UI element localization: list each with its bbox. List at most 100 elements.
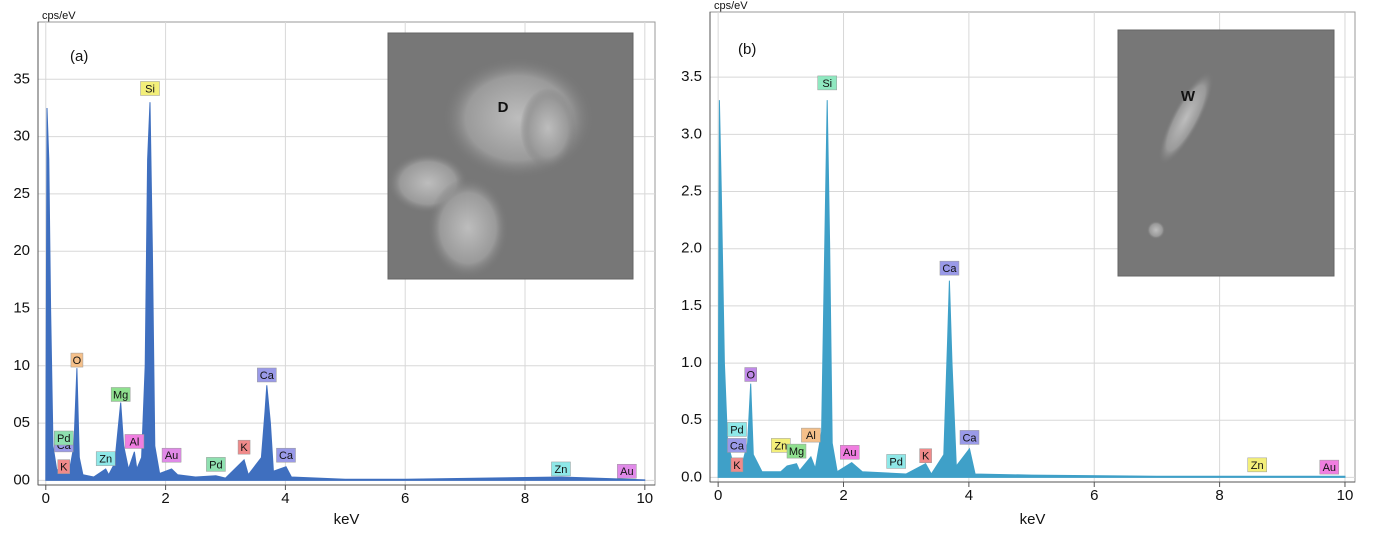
x-tick-label: 2 — [161, 490, 169, 507]
y-tick-label: 00 — [13, 471, 30, 488]
peak-label-box — [276, 447, 296, 463]
y-tick-label: 3.5 — [681, 68, 702, 85]
y-tick-label: 05 — [13, 414, 30, 431]
peak-label: Au — [843, 447, 856, 459]
peak-label: Al — [130, 436, 140, 448]
peak-label-box — [95, 451, 116, 466]
y-tick-label: 25 — [13, 185, 30, 202]
inset-label: W — [1181, 88, 1196, 105]
x-tick-label: 4 — [965, 487, 973, 504]
y-tick-label: 2.5 — [681, 183, 702, 200]
x-tick-label: 10 — [1337, 487, 1354, 504]
y-tick-label: 3.0 — [681, 125, 702, 142]
peak-label: Zn — [99, 454, 112, 466]
x-axis-label: keV — [334, 511, 360, 528]
x-tick-label: 0 — [714, 487, 722, 504]
inset-particle — [428, 178, 508, 278]
spectrum-area — [45, 102, 646, 481]
x-tick-label: 2 — [839, 487, 847, 504]
x-tick-label: 4 — [281, 490, 289, 507]
y-tick-label: 2.0 — [681, 240, 702, 257]
peak-label: Ca — [730, 440, 745, 452]
peak-label-box — [727, 422, 747, 437]
x-axis-label: keV — [1020, 511, 1046, 528]
peak-label-box — [237, 439, 251, 455]
peak-label-box — [206, 457, 226, 472]
inset-label: D — [498, 99, 509, 116]
peak-label-box — [744, 367, 757, 382]
inset-particle — [1158, 71, 1214, 165]
peak-label-box — [919, 448, 932, 463]
peak-label: Ca — [260, 370, 275, 382]
y-tick-label: 15 — [13, 299, 30, 316]
peak-label-box — [817, 75, 837, 91]
peak-label-box — [54, 430, 74, 446]
y-tick-label: 20 — [13, 242, 30, 259]
peak-label: Zn — [555, 464, 568, 476]
peak-label-box — [840, 445, 860, 460]
inset-image — [1117, 29, 1335, 277]
peak-label: K — [240, 442, 248, 454]
peak-label: Au — [165, 450, 178, 462]
peak-label-box — [939, 260, 960, 276]
inset-particle — [520, 88, 576, 168]
peak-label-box — [57, 459, 71, 474]
peak-label-box — [886, 454, 906, 469]
peak-label: Pd — [889, 456, 902, 468]
peak-label-box — [727, 438, 747, 453]
y-tick-label: 35 — [13, 70, 30, 87]
peak-label-box — [140, 81, 160, 96]
y-tick-label: 0.5 — [681, 411, 702, 428]
y-axis-label: cps/eV — [714, 0, 748, 12]
peak-label-box — [617, 463, 637, 479]
peak-label-box — [161, 447, 182, 463]
peak-label-box — [730, 457, 744, 473]
peak-label: Ca — [962, 432, 977, 444]
y-tick-label: 30 — [13, 128, 30, 145]
peak-label: Zn — [1251, 460, 1264, 472]
peak-label: K — [60, 462, 68, 474]
peak-label: O — [73, 355, 82, 367]
x-tick-label: 6 — [401, 490, 409, 507]
peak-label-box — [70, 352, 84, 368]
peak-label: Pd — [730, 424, 743, 436]
y-tick-label: 1.5 — [681, 297, 702, 314]
peak-label: Mg — [789, 446, 804, 458]
peak-label-box — [801, 427, 821, 443]
peak-label: K — [733, 460, 741, 472]
peak-label: Mg — [113, 389, 128, 401]
y-tick-label: 1.0 — [681, 354, 702, 371]
panel-label: (a) — [70, 48, 88, 65]
peak-label-box — [959, 430, 980, 445]
peak-label-box — [1247, 457, 1267, 473]
inset-particle — [1147, 221, 1165, 239]
peak-label: Pd — [209, 459, 222, 471]
panel-label: (b) — [738, 41, 756, 58]
peak-label: O — [746, 369, 755, 381]
x-tick-label: 6 — [1090, 487, 1098, 504]
peak-label-box — [110, 387, 131, 402]
peak-label-box — [257, 367, 277, 383]
peak-label: K — [922, 451, 930, 463]
x-tick-label: 8 — [1215, 487, 1223, 504]
x-tick-label: 0 — [42, 490, 50, 507]
peak-label: Ca — [279, 450, 294, 462]
x-tick-label: 8 — [521, 490, 529, 507]
peak-label: Al — [806, 430, 816, 442]
peak-label: Ca — [942, 263, 957, 275]
peak-label-box — [786, 443, 807, 459]
peak-label: Au — [620, 466, 633, 478]
peak-label: Si — [145, 83, 155, 95]
x-tick-label: 10 — [636, 490, 653, 507]
peak-label: Zn — [774, 440, 787, 452]
y-tick-label: 10 — [13, 357, 30, 374]
peak-label-box — [1319, 459, 1340, 475]
peak-label-box — [551, 461, 571, 477]
peak-label: Au — [1323, 462, 1336, 474]
y-axis-label: cps/eV — [42, 10, 76, 22]
peak-label: Si — [822, 78, 832, 90]
peak-label-box — [124, 434, 145, 449]
y-tick-label: 0.0 — [681, 468, 702, 485]
peak-label: Pd — [57, 433, 70, 445]
